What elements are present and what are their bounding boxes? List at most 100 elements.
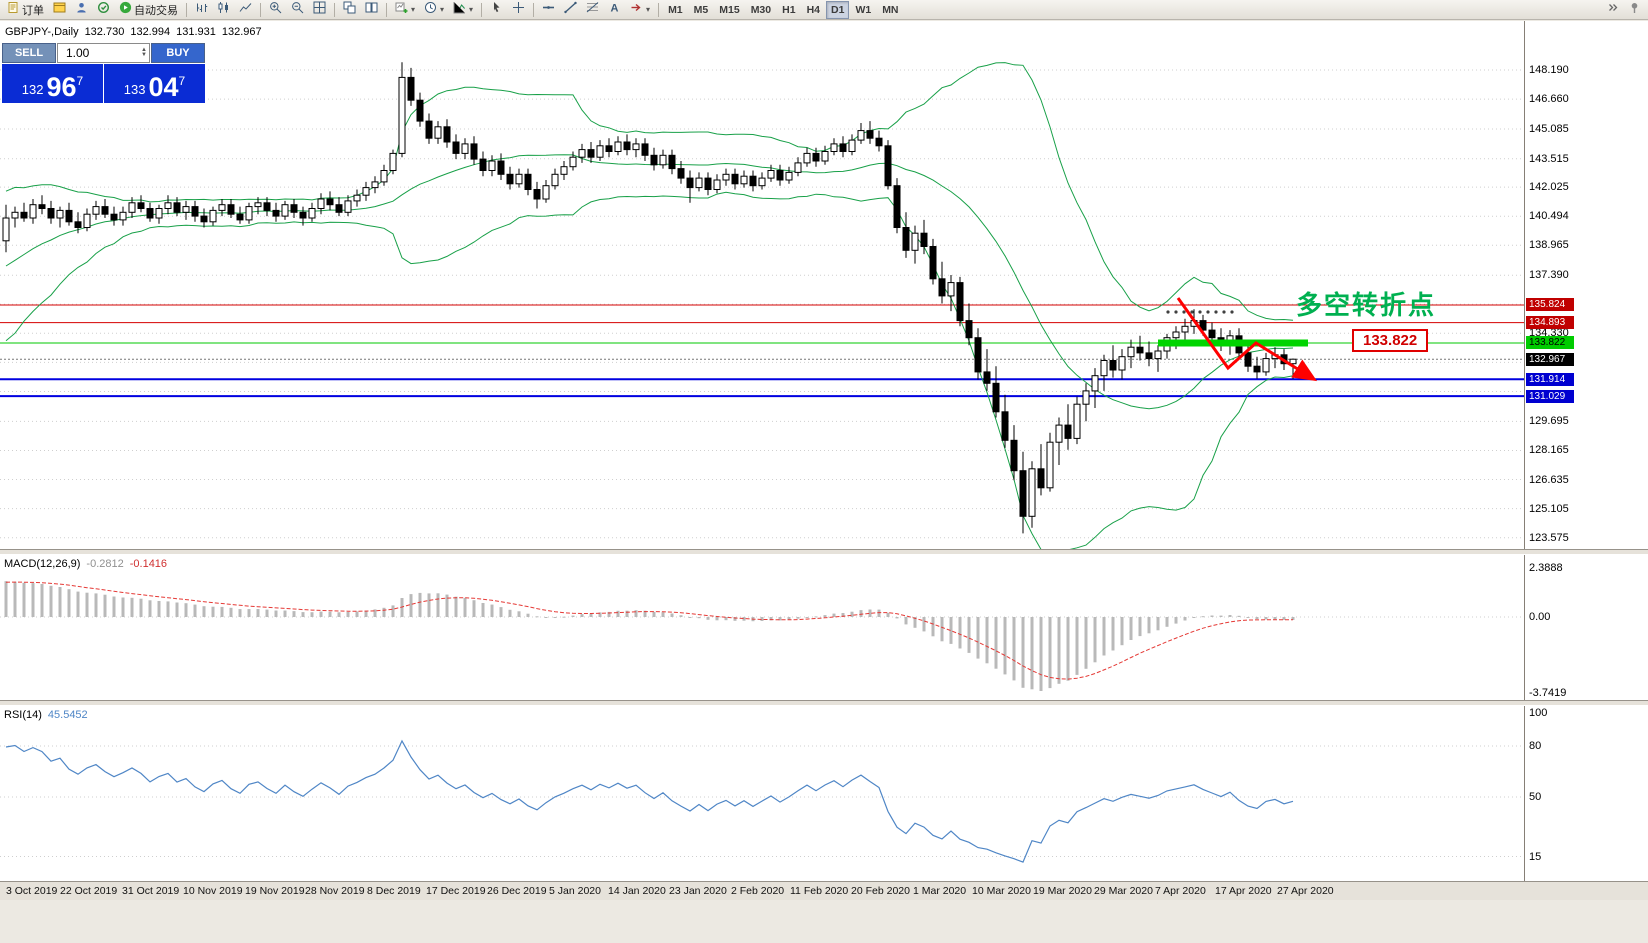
open-value: 132.730 — [84, 26, 125, 38]
panel-splitter-2[interactable] — [0, 700, 1648, 706]
toolbar-customize-button[interactable] — [1624, 0, 1645, 20]
dropdown-caret-icon: ▾ — [646, 5, 651, 14]
new-order-button[interactable]: 订单 — [3, 0, 48, 20]
date-label: 14 Jan 2020 — [608, 885, 666, 897]
zoom-in-button[interactable] — [265, 0, 286, 20]
buy-price-prefix: 133 — [123, 82, 146, 97]
toolbar-separator — [334, 2, 335, 17]
zoom-in-icon — [269, 1, 282, 19]
cascade-windows-button[interactable] — [339, 0, 360, 20]
level-price-tag: 133.822 — [1352, 329, 1429, 352]
hline-tool-button[interactable] — [538, 0, 559, 20]
turning-point-annotation: 多空转折点 — [1296, 290, 1437, 320]
candlestick-chart[interactable] — [0, 21, 1524, 549]
rsi-chart[interactable] — [0, 706, 1524, 881]
date-label: 28 Nov 2019 — [305, 885, 365, 897]
clock-icon — [424, 1, 437, 19]
crosshair-button[interactable] — [508, 0, 529, 20]
sell-price-big: 96 — [46, 72, 77, 102]
indicators-button[interactable]: ▾ — [449, 0, 477, 20]
rsi-name: RSI(14) — [4, 709, 42, 721]
macd-chart[interactable] — [0, 555, 1524, 700]
main-chart-panel[interactable]: GBPJPY-,Daily 132.730 132.994 131.931 132.96… — [0, 21, 1524, 549]
tile-windows-button[interactable] — [309, 0, 330, 20]
volume-stepper[interactable]: 1.00 ▲ ▼ — [57, 43, 150, 63]
fibo-tool-button[interactable] — [582, 0, 603, 20]
date-label: 2 Feb 2020 — [731, 885, 785, 897]
candles-mode-button[interactable] — [213, 0, 234, 20]
profiles-button[interactable] — [71, 0, 92, 20]
timeframe-mn-button[interactable]: MN — [882, 3, 899, 16]
dropdown-caret-icon: ▾ — [411, 5, 416, 14]
macd-panel[interactable]: MACD(12,26,9) -0.2812 -0.1416 — [0, 555, 1524, 700]
bars-mode-button[interactable] — [191, 0, 212, 20]
sell-price-prefix: 132 — [21, 82, 44, 97]
window-footer — [0, 900, 1648, 943]
line-icon — [239, 1, 252, 19]
cursor-icon — [490, 1, 503, 19]
buy-button[interactable]: BUY — [151, 43, 205, 63]
rsi-scale[interactable]: 100 80 50 15 — [1524, 706, 1648, 881]
timeframe-w1-button[interactable]: W1 — [855, 3, 872, 16]
crosshair-icon — [512, 1, 525, 19]
text-tool-button[interactable]: A — [604, 0, 625, 20]
timeframe-d1-button[interactable]: D1 — [826, 0, 850, 19]
buy-price-button[interactable]: 133 04 7 — [104, 64, 205, 103]
line-mode-button[interactable] — [235, 0, 256, 20]
date-label: 26 Dec 2019 — [487, 885, 547, 897]
trendline-icon — [564, 1, 577, 19]
date-label: 3 Oct 2019 — [6, 885, 58, 897]
date-label: 29 Mar 2020 — [1094, 885, 1153, 897]
trendline-tool-button[interactable] — [560, 0, 581, 20]
profile-icon — [75, 1, 88, 19]
volume-spinner-arrows-icon[interactable]: ▲ ▼ — [141, 47, 147, 58]
price-line-badge: 131.914 — [1526, 372, 1574, 386]
tile-icon — [343, 1, 356, 19]
rsi-scale-label: 15 — [1529, 850, 1542, 863]
grid-icon — [313, 1, 326, 19]
new-chart-button[interactable]: ▾ — [391, 0, 419, 20]
play-icon — [119, 1, 132, 19]
macd-scale[interactable]: 2.3888 0.00 -3.7419 — [1524, 555, 1648, 700]
price-tick-label: 145.085 — [1529, 122, 1569, 135]
market-watch-button[interactable] — [93, 0, 114, 20]
price-line-badge: 133.822 — [1526, 336, 1574, 350]
timeframe-m15-button[interactable]: M15 — [719, 3, 740, 16]
price-tick-label: 134.330 — [1529, 327, 1569, 340]
arrows-tool-button[interactable]: ▾ — [626, 0, 654, 20]
date-label: 5 Jan 2020 — [549, 885, 601, 897]
zoom-out-button[interactable] — [287, 0, 308, 20]
chart-window-button[interactable] — [49, 0, 70, 20]
bars-icon — [195, 1, 208, 19]
candles-icon — [217, 1, 230, 19]
timeframe-m1-button[interactable]: M1 — [668, 3, 683, 16]
arrows-icon — [630, 1, 643, 19]
time-axis[interactable]: 3 Oct 2019 22 Oct 2019 31 Oct 2019 10 Nov 2… — [0, 881, 1648, 900]
autotrading-button[interactable]: 自动交易 — [115, 0, 182, 20]
arrange-windows-button[interactable] — [361, 0, 382, 20]
period-button[interactable]: ▾ — [420, 0, 448, 20]
indicator-icon — [453, 1, 466, 19]
close-value: 132.967 — [221, 26, 262, 38]
text-icon: A — [608, 1, 621, 19]
autotrading-button-label: 自动交易 — [134, 4, 178, 17]
cursor-button[interactable] — [486, 0, 507, 20]
panel-splitter-1[interactable] — [0, 549, 1648, 555]
volume-value: 1.00 — [66, 46, 90, 60]
sell-button[interactable]: SELL — [2, 43, 56, 63]
toolbar-separator — [386, 2, 387, 17]
sell-price-button[interactable]: 132 96 7 — [2, 64, 103, 103]
toolbar-overflow-button[interactable] — [1602, 0, 1623, 20]
timeframe-m5-button[interactable]: M5 — [693, 3, 709, 16]
rsi-scale-label: 80 — [1529, 740, 1542, 752]
rsi-panel[interactable]: RSI(14) 45.5452 — [0, 706, 1524, 881]
arrange-icon — [365, 1, 378, 19]
timeframe-h4-button[interactable]: H4 — [806, 3, 820, 16]
price-scale[interactable]: 148.190 146.660 145.085 143.515 142.025 140.4… — [1524, 21, 1648, 549]
timeframe-m30-button[interactable]: M30 — [750, 3, 772, 16]
timeframe-h1-button[interactable]: H1 — [782, 3, 796, 16]
macd-label-line: MACD(12,26,9) -0.2812 -0.1416 — [4, 558, 173, 570]
new-order-button-label: 订单 — [22, 4, 44, 17]
low-value: 131.931 — [176, 26, 216, 38]
